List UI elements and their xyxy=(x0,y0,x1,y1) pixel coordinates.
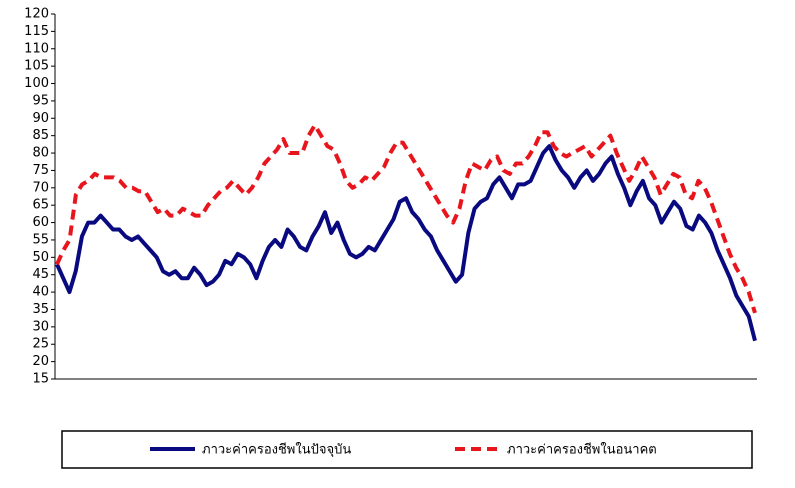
legend-label: ภาวะค่าครองชีพในอนาคต xyxy=(507,442,657,458)
y-tick-label: 105 xyxy=(24,59,49,74)
y-tick-label: 120 xyxy=(24,7,49,22)
y-tick-label: 60 xyxy=(32,215,49,230)
y-tick-label: 45 xyxy=(32,267,49,282)
y-tick-label: 85 xyxy=(32,128,49,143)
series-line xyxy=(55,144,757,342)
y-tick-label: 35 xyxy=(32,302,49,317)
y-tick-label: 90 xyxy=(32,111,49,126)
y-tick-label: 50 xyxy=(32,250,49,265)
series-line xyxy=(55,123,757,314)
y-tick-label: 110 xyxy=(24,41,49,56)
y-tick-label: 65 xyxy=(32,198,49,213)
y-tick-label: 115 xyxy=(24,24,49,39)
y-tick-label: 25 xyxy=(32,337,49,352)
legend-label: ภาวะค่าครองชีพในปัจจุบัน xyxy=(202,442,351,458)
y-tick-label: 80 xyxy=(32,146,49,161)
y-tick-label: 30 xyxy=(32,319,49,334)
y-tick-label: 40 xyxy=(32,285,49,300)
y-tick-label: 75 xyxy=(32,163,49,178)
y-tick-label: 70 xyxy=(32,180,49,195)
y-tick-label: 15 xyxy=(32,372,49,387)
y-tick-label: 95 xyxy=(32,93,49,108)
y-tick-label: 100 xyxy=(24,76,49,91)
y-tick-label: 55 xyxy=(32,232,49,247)
y-tick-label: 20 xyxy=(32,354,49,369)
legend-box xyxy=(61,430,753,469)
